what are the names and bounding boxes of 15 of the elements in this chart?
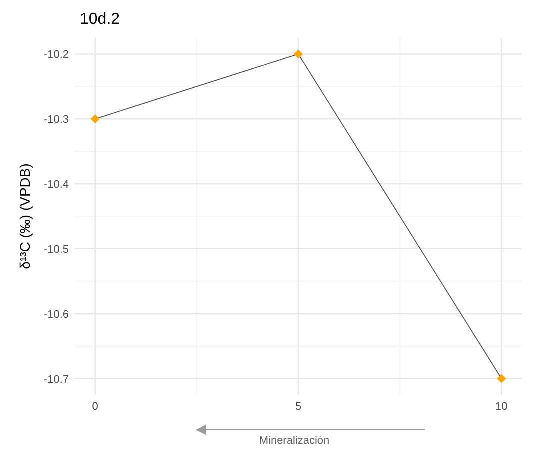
y-tick-label: -10.5	[44, 244, 69, 256]
point	[294, 50, 303, 59]
y-tick-label: -10.7	[44, 374, 69, 386]
point	[90, 114, 100, 124]
y-tick-label: -10.6	[44, 308, 69, 321]
y-tick-label: -10.2	[44, 49, 69, 62]
point	[497, 374, 506, 384]
x-tick-label: 0	[92, 401, 98, 413]
x-axis-title: Mineralización	[259, 435, 330, 447]
y-axis-title: δ¹³C (‰) (VPDB)	[17, 164, 33, 270]
y-tick-label: -10.3	[44, 114, 69, 126]
x-tick-label: 5	[295, 401, 302, 413]
x-tick-label: 10	[496, 401, 508, 413]
y-tick-label: -10.4	[44, 179, 69, 192]
chart-title: 10d.2	[80, 11, 120, 28]
